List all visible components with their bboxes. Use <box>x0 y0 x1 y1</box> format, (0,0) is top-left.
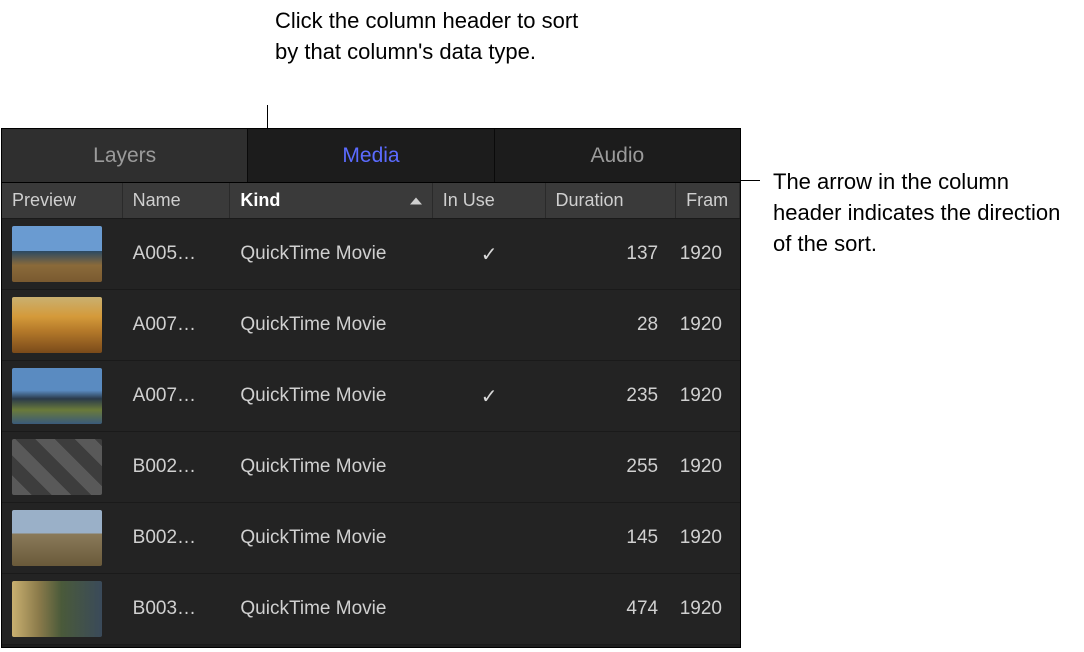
callout-sort-arrow: The arrow in the column header indicates… <box>773 167 1073 259</box>
cell-duration: 145 <box>545 503 676 573</box>
cell-name: A005… <box>123 219 231 289</box>
cell-name: A007… <box>123 361 231 431</box>
column-header-inuse[interactable]: In Use <box>433 183 546 218</box>
cell-kind: QuickTime Movie <box>230 361 432 431</box>
cell-inuse: ✓ <box>433 219 546 289</box>
cell-inuse <box>433 290 546 360</box>
cell-inuse: ✓ <box>433 361 546 431</box>
column-header-duration[interactable]: Duration <box>546 183 677 218</box>
cell-kind: QuickTime Movie <box>230 574 432 644</box>
cell-kind: QuickTime Movie <box>230 503 432 573</box>
cell-frame: 1920 <box>676 290 740 360</box>
thumbnail-icon <box>12 510 102 566</box>
column-header-kind[interactable]: Kind <box>230 183 432 218</box>
cell-name: B003… <box>123 574 231 644</box>
table-row[interactable]: A007… QuickTime Movie ✓ 235 1920 <box>2 361 740 432</box>
cell-frame: 1920 <box>676 432 740 502</box>
sort-arrow-icon <box>410 197 422 204</box>
cell-preview <box>2 361 123 431</box>
table-row[interactable]: A005… QuickTime Movie ✓ 137 1920 <box>2 219 740 290</box>
thumbnail-icon <box>12 297 102 353</box>
table-row[interactable]: A007… QuickTime Movie 28 1920 <box>2 290 740 361</box>
cell-preview <box>2 503 123 573</box>
tab-layers[interactable]: Layers <box>2 129 248 182</box>
column-header-frame[interactable]: Fram <box>676 183 740 218</box>
cell-frame: 1920 <box>676 503 740 573</box>
table-row[interactable]: B002… QuickTime Movie 255 1920 <box>2 432 740 503</box>
cell-duration: 137 <box>545 219 676 289</box>
column-header-preview[interactable]: Preview <box>2 183 123 218</box>
cell-name: B002… <box>123 503 231 573</box>
cell-inuse <box>433 503 546 573</box>
cell-duration: 255 <box>545 432 676 502</box>
thumbnail-icon <box>12 226 102 282</box>
cell-duration: 28 <box>545 290 676 360</box>
cell-inuse <box>433 432 546 502</box>
table-row[interactable]: B003… QuickTime Movie 474 1920 <box>2 574 740 645</box>
cell-kind: QuickTime Movie <box>230 219 432 289</box>
cell-preview <box>2 574 123 644</box>
column-header-kind-label: Kind <box>240 190 280 211</box>
cell-inuse <box>433 574 546 644</box>
cell-preview <box>2 432 123 502</box>
media-list-panel: Layers Media Audio Preview Name Kind In … <box>1 128 741 648</box>
tab-bar: Layers Media Audio <box>2 129 740 183</box>
thumbnail-icon <box>12 439 102 495</box>
cell-duration: 235 <box>545 361 676 431</box>
tab-audio[interactable]: Audio <box>495 129 740 182</box>
cell-kind: QuickTime Movie <box>230 290 432 360</box>
cell-frame: 1920 <box>676 361 740 431</box>
callout-sort-header: Click the column header to sort by that … <box>275 6 595 68</box>
column-header-name[interactable]: Name <box>123 183 231 218</box>
table-row[interactable]: B002… QuickTime Movie 145 1920 <box>2 503 740 574</box>
cell-duration: 474 <box>545 574 676 644</box>
cell-preview <box>2 290 123 360</box>
thumbnail-icon <box>12 581 102 637</box>
cell-frame: 1920 <box>676 219 740 289</box>
tab-media[interactable]: Media <box>248 129 494 182</box>
cell-name: B002… <box>123 432 231 502</box>
cell-frame: 1920 <box>676 574 740 644</box>
cell-preview <box>2 219 123 289</box>
column-header-row: Preview Name Kind In Use Duration Fram <box>2 183 740 219</box>
thumbnail-icon <box>12 368 102 424</box>
cell-name: A007… <box>123 290 231 360</box>
cell-kind: QuickTime Movie <box>230 432 432 502</box>
media-rows: A005… QuickTime Movie ✓ 137 1920 A007… Q… <box>2 219 740 645</box>
